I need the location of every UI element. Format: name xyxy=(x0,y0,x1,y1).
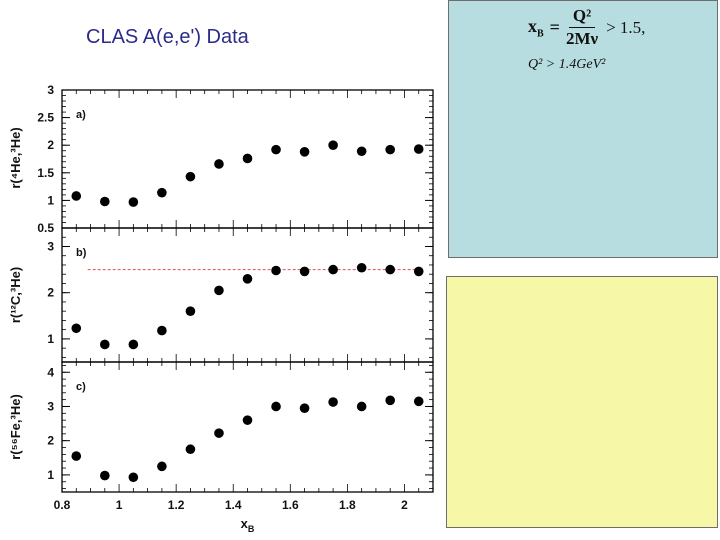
formula-lhs: xB xyxy=(528,15,544,40)
data-point xyxy=(185,444,196,455)
data-point xyxy=(157,461,167,472)
formula-denominator: 2Mν xyxy=(565,29,599,48)
y-tick-label: 2 xyxy=(47,138,54,152)
data-point xyxy=(299,403,310,413)
data-point xyxy=(157,187,167,198)
data-point xyxy=(413,144,424,154)
data-point xyxy=(356,401,367,412)
x-tick-label: 1.2 xyxy=(168,498,185,512)
data-point xyxy=(271,265,281,276)
panel-label: c) xyxy=(76,381,86,393)
data-point xyxy=(271,401,281,412)
xb-formula: xB = Q² 2Mν > 1.5, Q² > 1.4GeV² xyxy=(528,6,645,73)
y-tick-label: 4 xyxy=(47,365,54,379)
y-axis-label: r(⁵⁶Fe,³He) xyxy=(8,394,23,460)
data-point xyxy=(299,266,310,277)
y-tick-label: 2.5 xyxy=(37,111,54,125)
data-point xyxy=(271,144,281,155)
x-axis-label: xB xyxy=(241,516,255,534)
data-point xyxy=(385,144,395,155)
formula-condition: Q² > 1.4GeV² xyxy=(528,57,606,72)
formula-panel xyxy=(448,0,718,258)
formula-numerator: Q² xyxy=(568,6,596,28)
y-tick-label: 2 xyxy=(47,286,54,300)
data-point xyxy=(128,197,139,207)
data-point xyxy=(71,323,82,334)
x-tick-label: 1 xyxy=(116,498,123,512)
data-point xyxy=(128,339,139,350)
data-point xyxy=(100,196,110,207)
panel-label: b) xyxy=(76,247,87,259)
data-point xyxy=(299,147,310,157)
data-point xyxy=(100,339,110,350)
data-point xyxy=(214,285,224,296)
formula-equals: = xyxy=(549,17,560,37)
data-point xyxy=(185,171,196,182)
x-tick-label: 0.8 xyxy=(54,498,71,512)
data-point xyxy=(413,396,424,407)
data-point xyxy=(214,428,224,438)
y-axis-label: r(⁴He,³He) xyxy=(8,127,23,188)
y-tick-label: 1.5 xyxy=(37,166,54,180)
data-point xyxy=(328,397,338,407)
y-tick-label: 3 xyxy=(47,239,54,253)
data-point xyxy=(100,470,110,481)
data-point xyxy=(157,325,167,336)
x-tick-label: 1.6 xyxy=(282,498,299,512)
formula-fraction: Q² 2Mν xyxy=(566,6,598,49)
x-tick-label: 1.4 xyxy=(225,498,242,512)
y-tick-label: 1 xyxy=(47,193,54,207)
data-point xyxy=(71,191,82,201)
data-point xyxy=(356,146,367,157)
y-tick-label: 3 xyxy=(47,399,54,413)
x-tick-label: 2 xyxy=(401,498,408,512)
data-point xyxy=(385,395,395,406)
panel-frame-2 xyxy=(61,227,434,363)
y-tick-label: 0.5 xyxy=(37,221,54,235)
formula-row: xB = Q² 2Mν > 1.5, xyxy=(528,6,645,49)
y-tick-label: 2 xyxy=(47,434,54,448)
y-axis-label: r(¹²C,³He) xyxy=(8,267,23,323)
data-point xyxy=(385,264,395,275)
data-point xyxy=(356,262,367,273)
data-point xyxy=(328,264,338,275)
data-point xyxy=(328,140,338,150)
slide-title: CLAS A(e,e') Data xyxy=(86,26,249,48)
data-point xyxy=(242,153,253,164)
y-tick-label: 1 xyxy=(47,468,54,482)
note-panel xyxy=(446,276,718,528)
data-point xyxy=(185,306,196,316)
data-point xyxy=(242,274,253,284)
formula-rhs: > 1.5, xyxy=(606,17,646,37)
data-point xyxy=(214,159,224,169)
x-tick-label: 1.8 xyxy=(339,498,356,512)
y-tick-label: 1 xyxy=(47,332,54,346)
data-point xyxy=(128,472,139,483)
y-tick-label: 3 xyxy=(47,83,54,97)
data-point xyxy=(242,415,253,425)
data-point xyxy=(413,266,424,277)
panel-frame-3 xyxy=(61,361,434,493)
data-point xyxy=(71,451,82,461)
panel-label: a) xyxy=(76,109,86,121)
